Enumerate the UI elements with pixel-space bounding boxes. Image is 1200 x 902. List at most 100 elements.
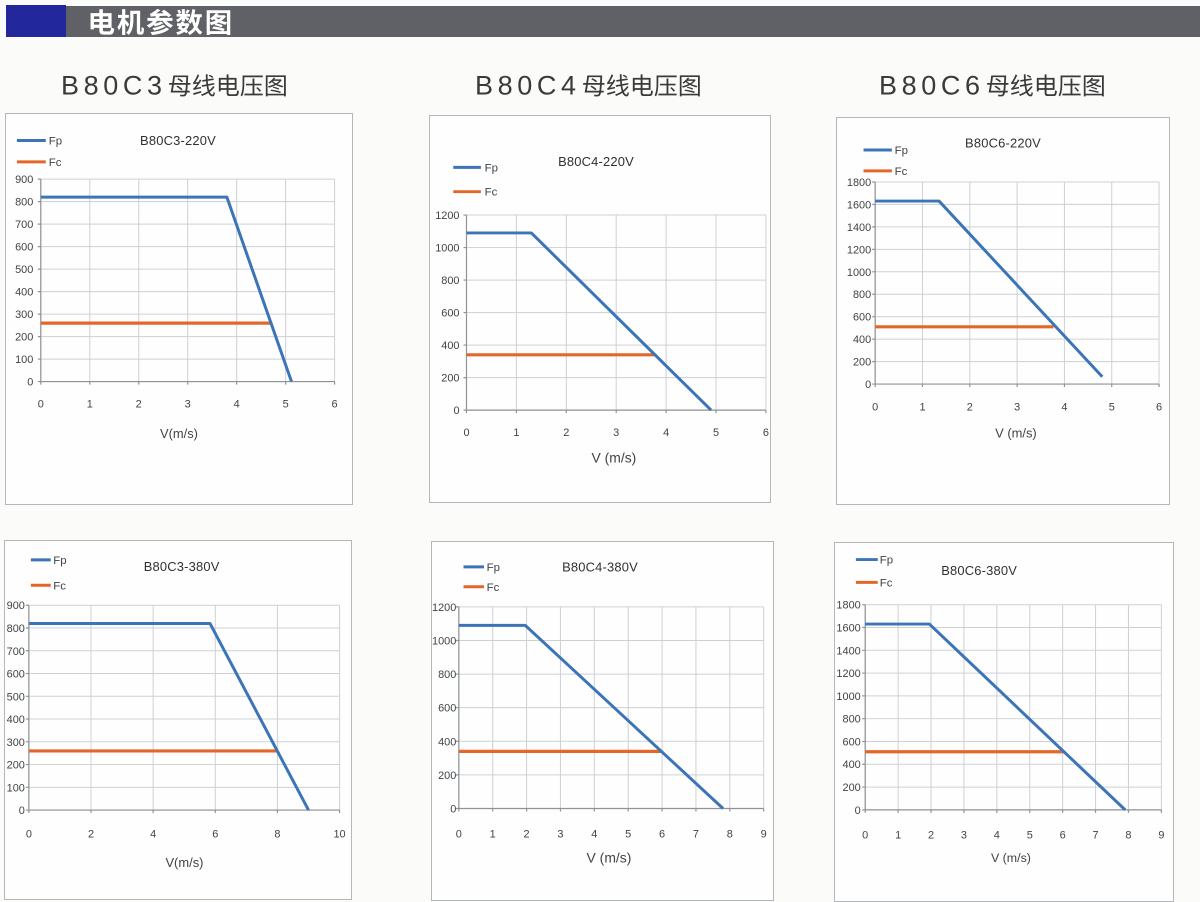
svg-text:200: 200 — [441, 372, 459, 384]
svg-text:B80C3: B80C3 — [61, 71, 167, 101]
svg-text:0: 0 — [453, 405, 459, 417]
svg-text:V(m/s): V(m/s) — [160, 426, 198, 441]
svg-text:400: 400 — [853, 334, 871, 346]
svg-text:B80C6: B80C6 — [879, 71, 985, 101]
svg-text:1600: 1600 — [847, 199, 871, 211]
svg-text:Fp: Fp — [880, 555, 893, 567]
svg-text:Fp: Fp — [485, 162, 498, 174]
svg-text:600: 600 — [438, 703, 456, 715]
svg-text:5: 5 — [283, 398, 289, 410]
svg-text:0: 0 — [865, 379, 871, 391]
svg-text:B80C3-380V: B80C3-380V — [144, 559, 220, 574]
svg-text:400: 400 — [441, 340, 459, 352]
svg-text:V (m/s): V (m/s) — [995, 426, 1037, 441]
svg-text:400: 400 — [15, 287, 33, 299]
svg-text:800: 800 — [438, 669, 456, 681]
svg-text:0: 0 — [27, 377, 33, 389]
svg-text:Fc: Fc — [895, 166, 908, 178]
svg-text:7: 7 — [1093, 829, 1099, 841]
svg-text:100: 100 — [15, 354, 33, 366]
svg-text:400: 400 — [438, 736, 456, 748]
svg-text:3: 3 — [961, 829, 967, 841]
svg-text:1: 1 — [87, 398, 93, 410]
svg-text:3: 3 — [557, 828, 563, 840]
svg-text:1: 1 — [490, 828, 496, 840]
svg-text:6: 6 — [659, 828, 665, 840]
svg-text:Fp: Fp — [49, 135, 62, 147]
svg-text:0: 0 — [456, 828, 462, 840]
svg-text:500: 500 — [15, 264, 33, 276]
svg-text:0: 0 — [26, 828, 32, 840]
svg-text:0: 0 — [855, 805, 861, 817]
svg-text:4: 4 — [994, 829, 1000, 841]
svg-text:500: 500 — [7, 691, 25, 703]
svg-text:700: 700 — [15, 219, 33, 231]
svg-text:B80C4-220V: B80C4-220V — [558, 153, 634, 168]
svg-text:800: 800 — [7, 623, 25, 635]
svg-text:Fc: Fc — [49, 157, 62, 169]
svg-text:8: 8 — [727, 828, 733, 840]
svg-text:2: 2 — [928, 829, 934, 841]
svg-text:6: 6 — [212, 828, 218, 840]
svg-text:0: 0 — [463, 427, 469, 439]
svg-text:1400: 1400 — [836, 645, 860, 657]
svg-text:6: 6 — [1156, 401, 1162, 413]
svg-text:200: 200 — [843, 782, 861, 794]
svg-text:Fc: Fc — [53, 580, 66, 592]
svg-text:9: 9 — [761, 828, 767, 840]
svg-text:Fp: Fp — [895, 145, 908, 157]
svg-text:4: 4 — [663, 427, 669, 439]
svg-text:B80C4: B80C4 — [475, 71, 581, 101]
svg-text:B80C6-220V: B80C6-220V — [965, 136, 1041, 151]
svg-text:8: 8 — [1125, 829, 1131, 841]
svg-text:5: 5 — [1027, 829, 1033, 841]
svg-text:2: 2 — [136, 398, 142, 410]
svg-text:V(m/s): V(m/s) — [165, 855, 203, 870]
svg-text:5: 5 — [713, 427, 719, 439]
svg-text:6: 6 — [1060, 829, 1066, 841]
svg-text:Fc: Fc — [880, 577, 893, 589]
svg-text:100: 100 — [7, 782, 25, 794]
svg-text:5: 5 — [625, 828, 631, 840]
svg-text:V (m/s): V (m/s) — [991, 851, 1031, 865]
svg-text:700: 700 — [7, 646, 25, 658]
svg-text:800: 800 — [441, 275, 459, 287]
svg-text:2: 2 — [88, 828, 94, 840]
svg-text:600: 600 — [843, 736, 861, 748]
svg-text:1200: 1200 — [836, 668, 860, 680]
svg-text:600: 600 — [7, 669, 25, 681]
svg-text:B80C6-380V: B80C6-380V — [941, 563, 1017, 578]
svg-text:8: 8 — [274, 828, 280, 840]
svg-text:1800: 1800 — [836, 600, 860, 612]
svg-text:2: 2 — [563, 427, 569, 439]
svg-text:400: 400 — [7, 714, 25, 726]
svg-text:1: 1 — [919, 401, 925, 413]
svg-text:5: 5 — [1109, 401, 1115, 413]
svg-text:1200: 1200 — [847, 244, 871, 256]
svg-text:1800: 1800 — [847, 177, 871, 189]
svg-text:2: 2 — [524, 828, 530, 840]
svg-text:10: 10 — [333, 828, 345, 840]
svg-text:0: 0 — [872, 401, 878, 413]
svg-text:1200: 1200 — [432, 602, 456, 614]
svg-text:B80C3-220V: B80C3-220V — [140, 133, 216, 148]
svg-text:1000: 1000 — [432, 635, 456, 647]
svg-text:200: 200 — [15, 332, 33, 344]
svg-text:Fp: Fp — [53, 555, 66, 567]
svg-text:6: 6 — [332, 398, 338, 410]
svg-text:2: 2 — [967, 401, 973, 413]
svg-text:4: 4 — [591, 828, 597, 840]
svg-text:1200: 1200 — [435, 210, 459, 222]
svg-text:1600: 1600 — [836, 622, 860, 634]
svg-text:6: 6 — [763, 427, 769, 439]
svg-text:V (m/s): V (m/s) — [592, 449, 637, 465]
svg-text:7: 7 — [693, 828, 699, 840]
svg-text:600: 600 — [853, 312, 871, 324]
svg-text:3: 3 — [613, 427, 619, 439]
svg-text:1000: 1000 — [836, 691, 860, 703]
svg-text:4: 4 — [1061, 401, 1067, 413]
svg-text:0: 0 — [19, 805, 25, 817]
svg-text:400: 400 — [843, 759, 861, 771]
svg-text:300: 300 — [15, 309, 33, 321]
svg-text:0: 0 — [450, 803, 456, 815]
